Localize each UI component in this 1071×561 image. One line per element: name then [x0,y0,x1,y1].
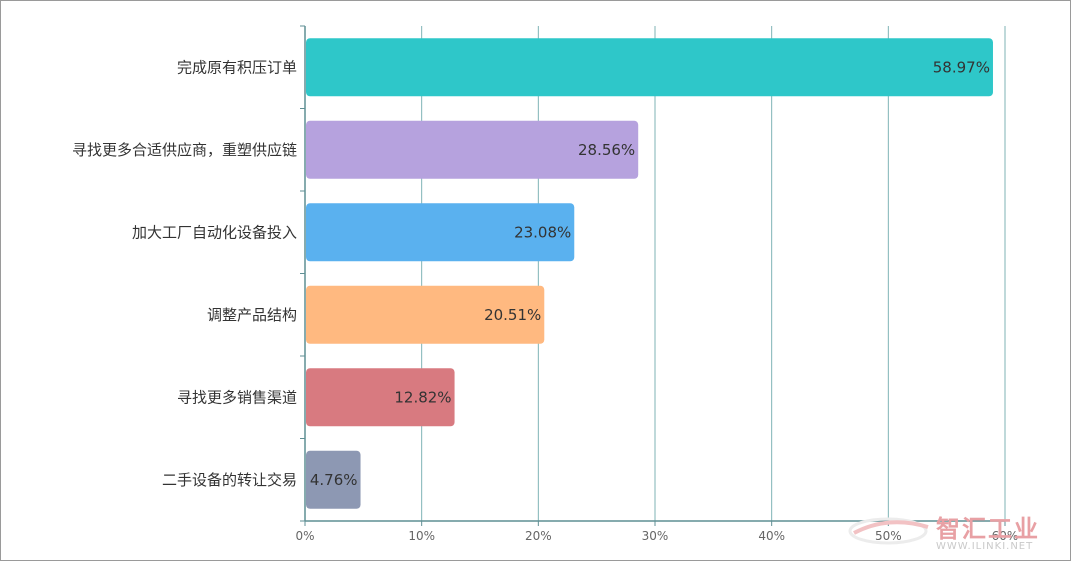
watermark-logo-icon [848,517,929,545]
x-tick-label: 20% [525,529,552,543]
x-tick-label: 40% [758,529,785,543]
category-label: 加大工厂自动化设备投入 [132,223,297,241]
axes [300,25,1006,526]
watermark-title: 智汇工业 [936,515,1040,543]
value-label: 28.56% [578,141,635,159]
x-tick-label: 30% [642,529,669,543]
bar [306,368,455,427]
bar [306,120,639,179]
value-label: 12.82% [394,388,451,406]
bars [306,38,993,509]
category-label: 二手设备的转让交易 [162,471,297,489]
value-label: 4.76% [310,471,358,489]
category-label: 调整产品结构 [207,306,297,324]
watermark-url: WWW.ILINKI.NET [936,541,1034,552]
category-label: 完成原有积压订单 [177,58,297,76]
value-label: 20.51% [484,306,541,324]
x-tick-label: 50% [875,529,902,543]
x-tick-label: 10% [408,529,435,543]
value-label: 23.08% [514,223,571,241]
category-label: 寻找更多合适供应商，重塑供应链 [72,141,297,159]
watermark: 智汇工业 WWW.ILINKI.NET [848,509,1066,559]
bar [306,285,545,344]
labels: 0% 10% 20% 30% 40% 50% 60% 完成原有积压订单 58.97% 寻找更多合适… [72,58,1018,543]
value-label: 58.97% [933,58,990,76]
category-label: 寻找更多销售渠道 [177,388,297,406]
x-tick-label: 60% [992,529,1019,543]
grid-lines [421,26,1006,521]
bar [306,203,575,262]
x-tick-label: 0% [295,529,314,543]
bar [306,38,993,97]
bar [306,450,361,509]
